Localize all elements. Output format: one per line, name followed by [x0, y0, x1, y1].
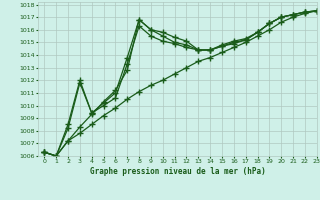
X-axis label: Graphe pression niveau de la mer (hPa): Graphe pression niveau de la mer (hPa) — [90, 167, 266, 176]
